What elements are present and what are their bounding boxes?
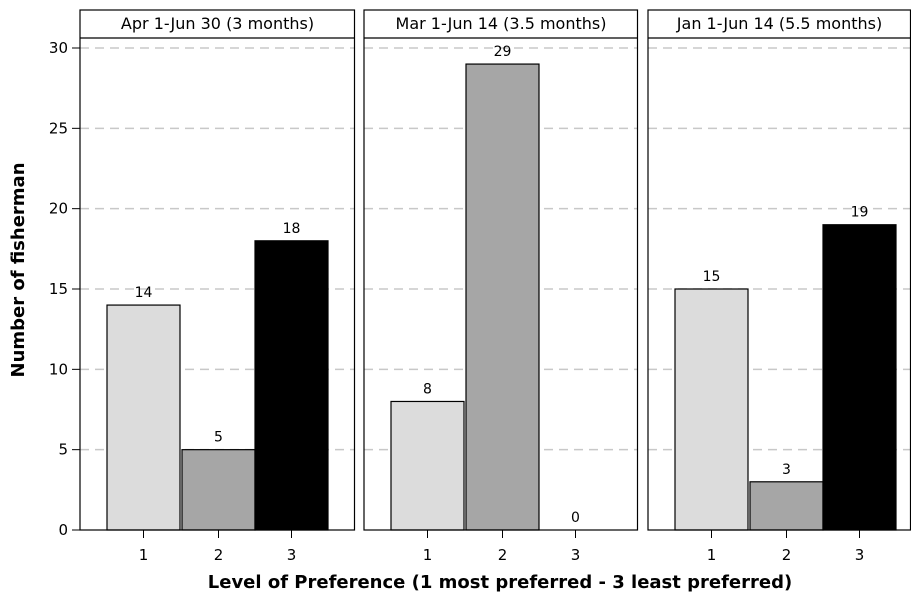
x-axis-title: Level of Preference (1 most preferred - … bbox=[208, 572, 792, 593]
y-tick-label: 5 bbox=[58, 441, 68, 459]
x-tick-label: 1 bbox=[139, 546, 149, 564]
bar bbox=[106, 304, 181, 531]
bar bbox=[465, 63, 540, 531]
y-tick-label: 10 bbox=[49, 360, 68, 378]
panel-title: Jan 1-Jun 14 (5.5 months) bbox=[676, 14, 882, 33]
y-axis-title: Number of fisherman bbox=[8, 162, 29, 377]
panel-3: 15 1 3 2 19 3 Jan 1-Jun 14 (5.5 months) bbox=[647, 9, 911, 564]
bar-value-label: 19 bbox=[851, 205, 869, 221]
bar-value-label: 8 bbox=[423, 381, 432, 397]
bar bbox=[181, 449, 256, 531]
y-tick-label: 30 bbox=[49, 39, 68, 57]
y-tick-label: 0 bbox=[58, 521, 68, 539]
panel-frame bbox=[363, 9, 639, 531]
bar-value-label: 5 bbox=[214, 430, 223, 446]
panel-title: Apr 1-Jun 30 (3 months) bbox=[121, 14, 314, 33]
x-tick-label: 3 bbox=[571, 546, 581, 564]
panel-2: 8 1 29 2 0 3 Mar 1-Jun 14 (3.5 months) bbox=[363, 9, 639, 564]
bar-value-label: 0 bbox=[571, 510, 580, 526]
bar bbox=[254, 240, 329, 531]
bar bbox=[674, 288, 749, 531]
bar bbox=[822, 224, 897, 531]
bar-value-label: 29 bbox=[494, 44, 512, 60]
x-tick-label: 3 bbox=[287, 546, 297, 564]
x-tick-label: 2 bbox=[782, 546, 792, 564]
y-tick-label: 25 bbox=[49, 119, 68, 137]
y-axis: 0 5 10 15 20 25 30 bbox=[49, 39, 80, 539]
y-tick-label: 20 bbox=[49, 200, 68, 218]
bar-value-label: 18 bbox=[283, 221, 301, 237]
x-tick-label: 2 bbox=[214, 546, 224, 564]
bar bbox=[749, 481, 824, 531]
bar-value-label: 14 bbox=[135, 285, 153, 301]
bar-value-label: 15 bbox=[703, 269, 721, 285]
bar-value-label: 3 bbox=[782, 462, 791, 478]
x-tick-label: 2 bbox=[498, 546, 508, 564]
bar bbox=[390, 400, 465, 531]
panel-frame bbox=[79, 9, 356, 531]
x-tick-label: 1 bbox=[707, 546, 717, 564]
x-tick-label: 3 bbox=[855, 546, 865, 564]
panel-title: Mar 1-Jun 14 (3.5 months) bbox=[396, 14, 607, 33]
x-tick-label: 1 bbox=[423, 546, 433, 564]
y-tick-label: 15 bbox=[49, 280, 68, 298]
panel-1: 14 1 5 2 18 3 Apr 1-Jun 30 (3 months) bbox=[79, 9, 356, 564]
